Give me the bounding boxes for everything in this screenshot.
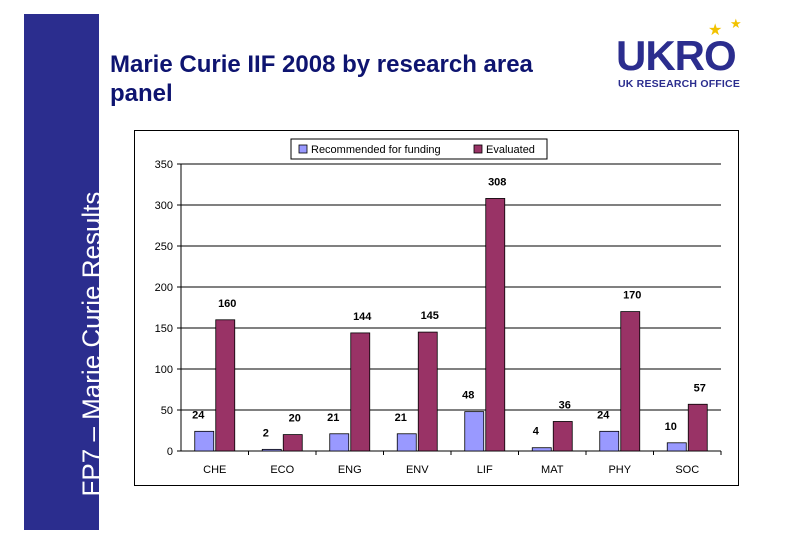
star-icon: ★ [730, 16, 742, 31]
y-tick-label: 50 [161, 405, 173, 417]
x-tick-label: MAT [541, 464, 564, 476]
chart-frame: 0 50 100 150 200 250 300 350 CHE 24 160 ECO 2 20 ENG 21… [134, 130, 739, 486]
bar-evaluated [350, 332, 371, 452]
data-label: 308 [488, 176, 506, 188]
data-label: 4 [533, 426, 540, 438]
x-tick-label: ENV [406, 464, 429, 476]
sidebar-band: FP7 – Marie Curie Results [24, 14, 107, 530]
bar-recommended [396, 433, 417, 452]
data-label: 2 [263, 427, 269, 439]
logo-subtitle: UK RESEARCH OFFICE [618, 78, 741, 90]
x-tick-label: PHY [608, 464, 631, 476]
data-label: 24 [597, 409, 610, 421]
x-tick-label: SOC [675, 464, 699, 476]
x-tick-label: ECO [270, 464, 294, 476]
data-label: 21 [327, 412, 339, 424]
data-label: 10 [665, 421, 677, 433]
data-label: 144 [353, 311, 372, 323]
x-tick-label: LIF [477, 464, 493, 476]
bar-recommended [599, 430, 620, 452]
slide-title: Marie Curie IIF 2008 by research area pa… [110, 51, 533, 107]
bar-recommended [464, 411, 485, 452]
data-label: 48 [462, 390, 474, 402]
y-tick-label: 200 [155, 282, 173, 294]
bar-evaluated [687, 403, 708, 452]
data-label: 145 [421, 310, 439, 322]
legend-box [290, 138, 548, 160]
data-label: 160 [218, 298, 236, 310]
data-label: 170 [623, 290, 641, 302]
bar-recommended [261, 448, 282, 452]
bar-evaluated [417, 331, 438, 452]
bar-recommended [531, 447, 552, 452]
data-label: 57 [694, 382, 706, 394]
data-label: 20 [289, 413, 301, 425]
data-label: 36 [559, 399, 571, 411]
star-icon: ★ [708, 22, 723, 39]
x-tick-label: ENG [338, 464, 362, 476]
data-label: 24 [192, 409, 205, 421]
legend-label: Evaluated [486, 144, 535, 156]
bar-evaluated [215, 319, 236, 452]
y-tick-label: 0 [167, 446, 173, 458]
y-tick-label: 100 [155, 364, 173, 376]
bar-evaluated [485, 198, 506, 452]
bar-evaluated [620, 311, 641, 452]
data-label: 21 [395, 412, 407, 424]
legend-label: Recommended for funding [311, 144, 441, 156]
x-tick-label: CHE [203, 464, 226, 476]
bar-chart: 0 50 100 150 200 250 300 350 CHE 24 160 ECO 2 20 ENG 21… [155, 138, 722, 476]
y-tick-label: 150 [155, 323, 173, 335]
bar-recommended [329, 433, 350, 452]
legend-swatch [298, 144, 308, 154]
legend-swatch [473, 144, 483, 154]
bar-recommended [666, 442, 687, 452]
ukro-logo: UKRO UK RESEARCH OFFICE ★ ★ [614, 16, 764, 96]
y-tick-label: 250 [155, 241, 173, 253]
bar-evaluated [282, 434, 303, 452]
y-tick-label: 300 [155, 200, 173, 212]
sidebar-title: FP7 – Marie Curie Results [76, 191, 107, 497]
bar-recommended [194, 430, 215, 452]
logo-word: UKRO [616, 32, 737, 79]
bar-evaluated [552, 421, 573, 452]
y-tick-label: 350 [155, 159, 173, 171]
